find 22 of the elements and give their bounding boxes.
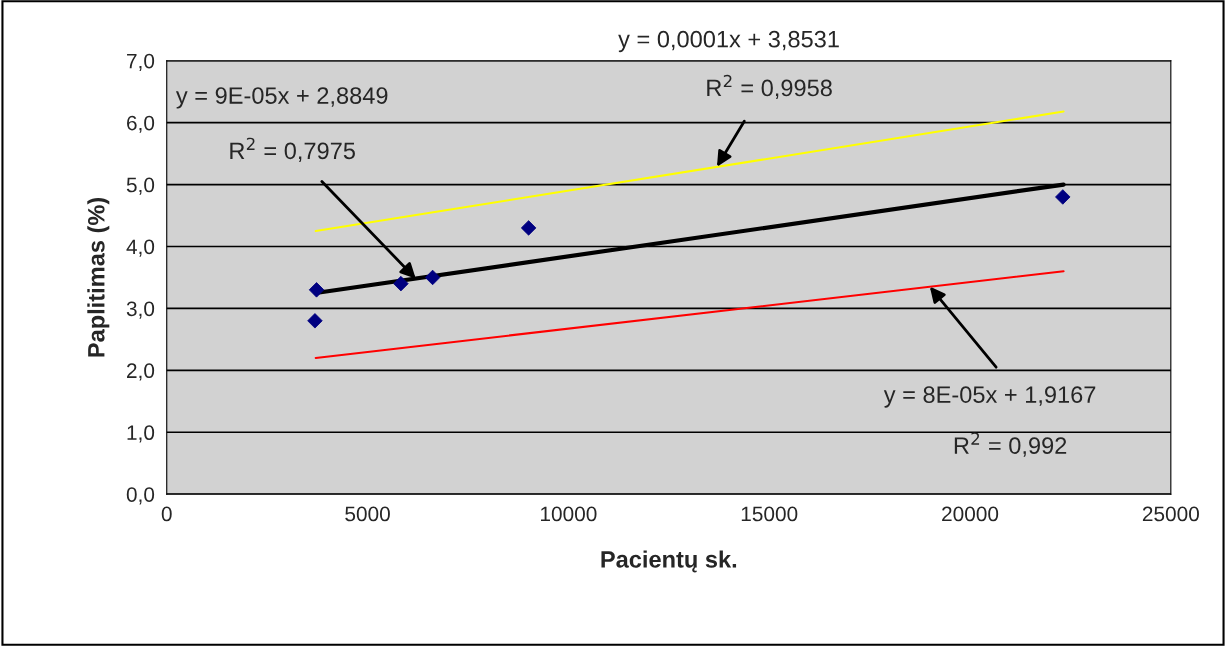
- y-tick-label: 2,0: [127, 363, 155, 381]
- y-tick-label: 1,0: [127, 425, 155, 443]
- x-tick-label: 5000: [345, 506, 390, 522]
- y-axis-title: Paplitimas (%): [87, 197, 110, 357]
- annotation: y = 9E-05x + 2,8849: [175, 87, 388, 109]
- y-tick-label: 3,0: [126, 301, 155, 319]
- y-tick-label: 0,0: [126, 487, 155, 505]
- y-tick-label: 7,0: [127, 53, 155, 71]
- text: y = 0,0001x + 3,8531: [618, 30, 839, 53]
- annotation: R$^{2}$ = 0,7975: [230, 137, 355, 162]
- x-tick-label: 10000: [541, 506, 597, 522]
- y-tick-label: 6,0: [127, 115, 155, 133]
- annotation: R$^{2}$ = 0,992: [954, 432, 1067, 457]
- x-tick-label: 25000: [1142, 506, 1199, 522]
- y-tick-label: 4,0: [126, 239, 155, 257]
- x-tick-label: 0: [161, 506, 172, 522]
- annotation: R$^{2}$ = 0,9958: [707, 74, 832, 100]
- y-tick-label: 5,0: [126, 177, 155, 195]
- annotation: y = 8E-05x + 1,9167: [883, 386, 1096, 408]
- x-axis-title: Pacientų sk.: [601, 550, 737, 573]
- x-tick-label: 15000: [741, 506, 798, 522]
- x-tick-label: 20000: [942, 506, 999, 522]
